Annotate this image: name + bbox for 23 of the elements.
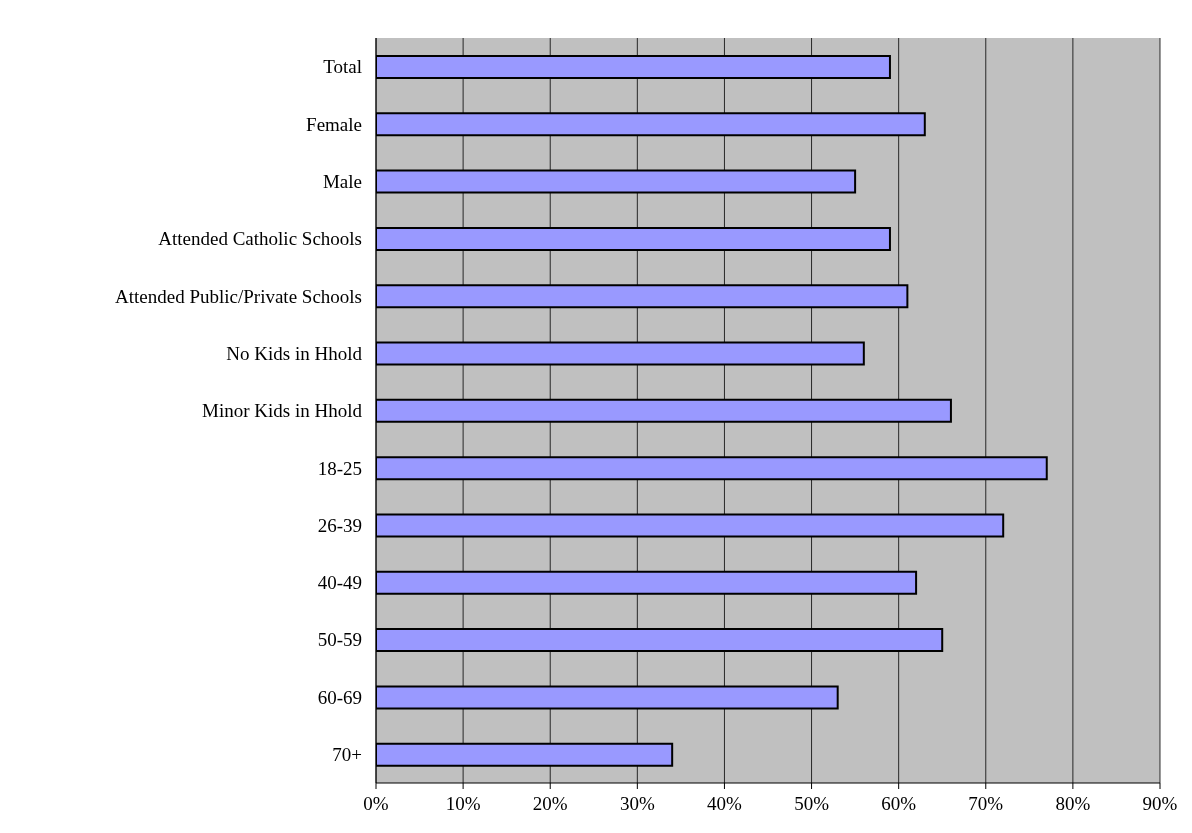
x-tick-label: 80% <box>1055 793 1091 815</box>
y-tick-label: Total <box>323 56 362 78</box>
x-tick-label: 40% <box>707 793 743 815</box>
y-tick-label: Attended Catholic Schools <box>158 228 362 250</box>
y-tick-label: 18-25 <box>317 457 362 479</box>
y-tick-label: 70+ <box>332 744 362 766</box>
x-tick-label: 30% <box>619 793 655 815</box>
y-tick-label: No Kids in Hhold <box>226 342 363 364</box>
y-tick-label: 50-59 <box>317 629 362 651</box>
x-tick-label: 60% <box>881 793 917 815</box>
y-tick-label: 60-69 <box>317 686 362 708</box>
y-tick-label: 26-39 <box>317 514 362 536</box>
x-tick-label: 50% <box>794 793 830 815</box>
x-tick-label: 10% <box>445 793 481 815</box>
x-tick-label: 70% <box>968 793 1004 815</box>
x-tick-label: 90% <box>1142 793 1178 815</box>
y-tick-label: Minor Kids in Hhold <box>202 400 363 422</box>
y-tick-label: 40-49 <box>317 572 362 594</box>
x-tick-label: 20% <box>532 793 568 815</box>
y-tick-label: Attended Public/Private Schools <box>115 285 362 307</box>
y-tick-label: Male <box>322 171 362 193</box>
x-tick-label: 0% <box>363 793 389 815</box>
y-tick-label: Female <box>306 113 362 135</box>
